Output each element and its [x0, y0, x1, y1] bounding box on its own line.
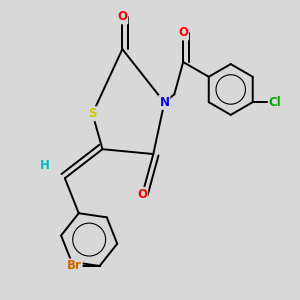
Text: Cl: Cl	[269, 96, 281, 109]
Text: N: N	[159, 96, 170, 109]
Text: O: O	[137, 188, 147, 201]
Text: O: O	[178, 26, 188, 40]
Text: H: H	[40, 159, 50, 172]
Text: S: S	[88, 107, 97, 120]
Text: Br: Br	[67, 260, 82, 272]
Text: O: O	[117, 10, 128, 23]
